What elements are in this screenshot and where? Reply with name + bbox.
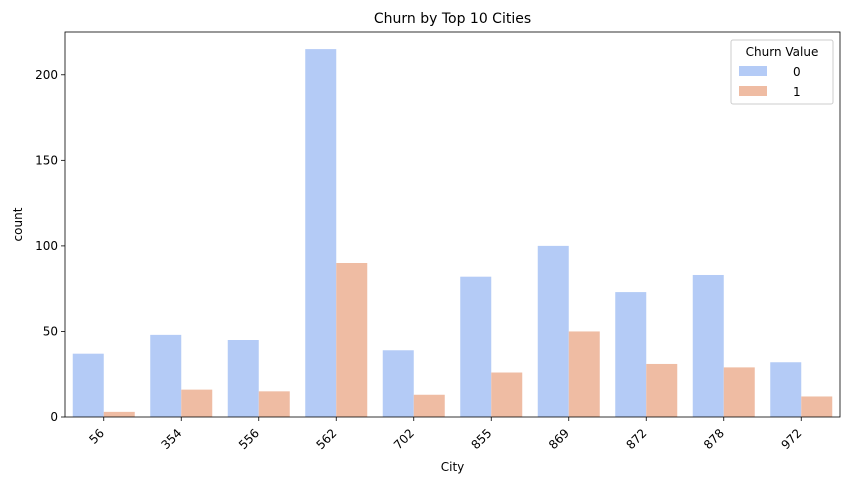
bar-series-1-872 bbox=[646, 363, 678, 417]
x-tick-label: 972 bbox=[778, 426, 804, 452]
bar-series-1-56 bbox=[103, 411, 135, 417]
x-axis: 56 354 556 562 702 855 869 872 878 972 bbox=[86, 417, 805, 452]
plot-area bbox=[64, 31, 841, 418]
x-tick-label: 556 bbox=[236, 426, 262, 452]
bar-series-0-872 bbox=[615, 292, 647, 417]
x-tick-label: 562 bbox=[313, 426, 339, 452]
legend-swatch-0 bbox=[739, 66, 767, 76]
legend-title: Churn Value bbox=[746, 45, 819, 59]
y-tick-label: 0 bbox=[50, 410, 58, 424]
x-tick-label: 56 bbox=[86, 426, 107, 447]
bar-series-1-869 bbox=[568, 331, 600, 417]
bar-series-1-855 bbox=[491, 372, 523, 417]
legend: Churn Value 0 1 bbox=[730, 39, 834, 105]
bar-series-1-972 bbox=[801, 396, 833, 417]
y-tick-label: 100 bbox=[35, 239, 58, 253]
x-tick-label: 354 bbox=[158, 426, 184, 452]
bar-series-1-556 bbox=[258, 391, 290, 417]
bar-series-0-972 bbox=[770, 362, 802, 417]
y-tick-label: 150 bbox=[35, 153, 58, 167]
bar-series-1-702 bbox=[413, 394, 445, 417]
bar-series-0-354 bbox=[150, 334, 182, 417]
x-tick-label: 855 bbox=[468, 426, 494, 452]
y-tick-label: 200 bbox=[35, 68, 58, 82]
x-tick-label: 702 bbox=[391, 426, 417, 452]
bar-series-0-702 bbox=[382, 350, 414, 417]
bar-series-0-869 bbox=[537, 245, 569, 417]
legend-label-1: 1 bbox=[793, 85, 801, 99]
chart-title: Churn by Top 10 Cities bbox=[374, 11, 531, 27]
y-axis-label: count bbox=[11, 207, 25, 241]
bar-series-1-562 bbox=[336, 263, 368, 417]
legend-label-0: 0 bbox=[793, 65, 801, 79]
plot-frame bbox=[64, 31, 841, 418]
bar-series-1-878 bbox=[723, 367, 755, 417]
y-tick-label: 50 bbox=[43, 324, 58, 338]
x-tick-label: 869 bbox=[546, 426, 572, 452]
x-tick-label: 872 bbox=[623, 426, 649, 452]
x-axis-label: City bbox=[441, 460, 465, 474]
bar-series-0-855 bbox=[460, 276, 492, 417]
y-axis: 0 50 100 150 200 bbox=[35, 68, 65, 424]
bar-series-1-354 bbox=[181, 389, 213, 417]
bar-series-0-556 bbox=[227, 340, 259, 417]
bar-series-0-562 bbox=[305, 49, 337, 417]
bar-series-0-56 bbox=[72, 353, 104, 417]
bar-series-0-878 bbox=[692, 274, 724, 417]
x-tick-label: 878 bbox=[701, 426, 727, 452]
legend-swatch-1 bbox=[739, 86, 767, 96]
